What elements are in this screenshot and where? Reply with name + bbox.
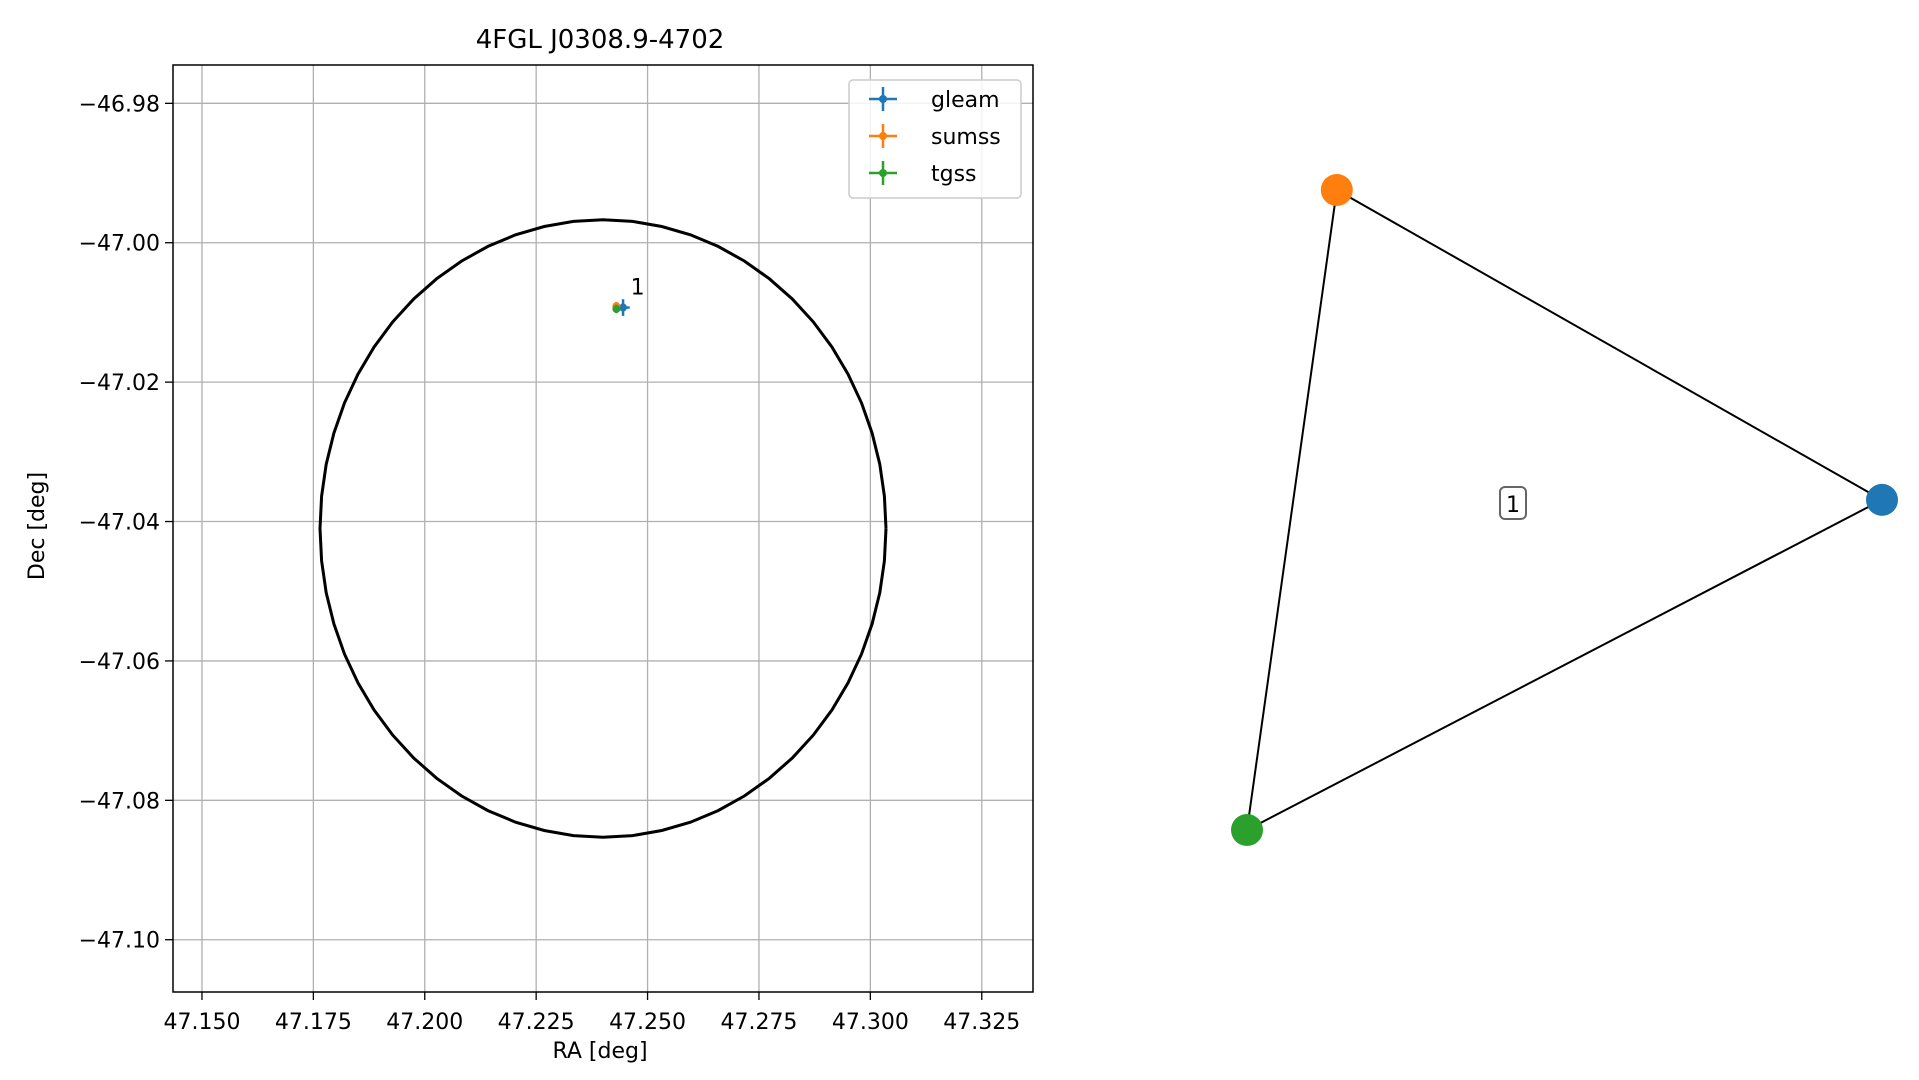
marker-tgss [612, 304, 621, 314]
tgss-point [612, 304, 621, 313]
x-tick-label: 47.300 [832, 1010, 909, 1035]
legend-label: tgss [931, 162, 977, 187]
cluster-label: 1 [1506, 493, 1520, 518]
cluster-annotation: 1 [631, 275, 645, 300]
x-tick-label: 47.250 [609, 1010, 686, 1035]
source-markers [612, 299, 630, 316]
grid [173, 65, 1033, 992]
x-tick-label: 47.175 [275, 1010, 352, 1035]
gleam-point [619, 303, 628, 312]
localization-ellipse [318, 218, 888, 839]
axis-ticks: 47.150 47.175 47.200 47.225 47.250 47.275 47.3… [79, 92, 1021, 1035]
ellipse-outline [318, 218, 888, 839]
x-tick-label: 47.150 [163, 1010, 240, 1035]
y-tick-label: −47.00 [79, 232, 160, 257]
x-tick-label: 47.275 [720, 1010, 797, 1035]
chart-title: 4FGL J0308.9-4702 [476, 25, 725, 55]
legend-marker-dot [879, 169, 887, 177]
y-tick-label: −47.08 [79, 789, 160, 814]
edge-sumss-tgss [1246, 189, 1338, 831]
legend-item-tgss: tgss [869, 161, 977, 187]
y-tick-label: −47.04 [79, 511, 160, 536]
legend-item-sumss: sumss [869, 124, 1001, 150]
y-tick-label: −47.02 [79, 371, 160, 396]
cluster-label-box: 1 [1499, 486, 1527, 520]
node-tgss [1231, 814, 1263, 846]
y-tick-label: −47.10 [79, 929, 160, 954]
edge-tgss-gleam [1246, 499, 1883, 831]
edge-gleam-sumss [1336, 189, 1883, 501]
sky-position-chart: 4FGL J0308.9-4702 1 47.150 47.175 47.200 47… [25, 25, 1034, 1064]
x-axis-label: RA [deg] [552, 1039, 647, 1064]
node-sumss [1320, 174, 1353, 206]
x-tick-label: 47.325 [943, 1010, 1020, 1035]
legend-marker-dot [879, 132, 887, 140]
node-gleam [1866, 483, 1898, 516]
y-tick-label: −46.98 [79, 92, 160, 117]
association-graph: 1 [1231, 174, 1898, 846]
legend-marker-dot [879, 95, 887, 103]
legend-item-gleam: gleam [869, 87, 1000, 113]
plot-frame [172, 64, 1034, 993]
y-axis-label: Dec [deg] [25, 472, 50, 580]
x-tick-label: 47.200 [386, 1010, 463, 1035]
graph-nodes [1231, 174, 1898, 846]
legend-label: sumss [931, 125, 1001, 150]
legend-label: gleam [931, 88, 1000, 113]
graph-edges [1246, 189, 1883, 831]
legend: gleam sumss tgss [848, 79, 1022, 199]
legend-box [848, 79, 1022, 199]
y-tick-label: −47.06 [79, 650, 160, 675]
x-tick-label: 47.225 [498, 1010, 575, 1035]
